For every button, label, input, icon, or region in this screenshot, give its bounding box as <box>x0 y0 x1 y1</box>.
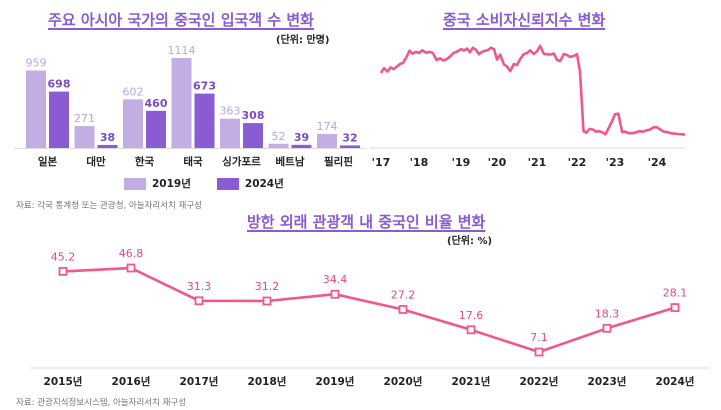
bar-2024 <box>291 144 312 148</box>
x-tick-label: 태국 <box>183 155 203 168</box>
data-point-marker <box>194 296 204 306</box>
data-value-label: 28.1 <box>663 287 688 300</box>
share-chart-unit: (단위: %) <box>447 236 493 247</box>
x-tick-label: 2017년 <box>180 375 219 388</box>
bar-value-label: 39 <box>294 131 309 144</box>
x-tick-label: 2020년 <box>384 375 423 388</box>
data-point-marker <box>126 263 136 273</box>
data-point-marker <box>602 323 612 333</box>
x-tick-label: 2021년 <box>452 375 491 388</box>
data-value-label: 17.6 <box>459 309 484 322</box>
x-tick-label: 2018년 <box>248 375 287 388</box>
x-tick-label: 필리핀 <box>324 155 353 168</box>
bar-2019 <box>220 118 240 148</box>
x-tick-label: 일본 <box>38 155 58 168</box>
bar-2024 <box>97 144 118 148</box>
x-tick-label: '22 <box>568 156 587 169</box>
data-point-marker <box>670 303 680 312</box>
legend-swatch-2024 <box>216 177 239 190</box>
share-series-line <box>62 266 676 354</box>
x-tick-label: '23 <box>606 156 625 169</box>
x-tick-label: '17 <box>372 156 391 169</box>
bar-chart-title: 주요 아시아 국가의 중국인 입국객 수 변화 <box>48 11 314 29</box>
data-value-label: 46.8 <box>119 247 144 260</box>
data-value-label: 45.2 <box>51 250 76 263</box>
bar-2019 <box>268 143 289 148</box>
x-tick-label: 2019년 <box>316 375 355 388</box>
bar-value-label: 38 <box>100 131 115 144</box>
x-tick-label: 한국 <box>135 155 155 168</box>
x-tick-label: 베트남 <box>276 155 305 168</box>
cci-chart-title: 중국 소비자신뢰지수 변화 <box>443 11 606 29</box>
legend-label-2019: 2019년 <box>152 178 191 190</box>
bar-value-label: 308 <box>242 109 265 122</box>
x-tick-label: '18 <box>410 156 429 169</box>
x-tick-label: '21 <box>528 156 547 169</box>
legend-swatch-2019 <box>124 177 146 190</box>
bar-2024 <box>243 123 263 148</box>
data-value-label: 31.3 <box>187 280 212 293</box>
x-tick-label: '20 <box>488 156 507 169</box>
bar-value-label: 363 <box>220 105 241 118</box>
data-point-marker <box>58 266 68 276</box>
bar-2024 <box>340 145 360 148</box>
bar-value-label: 174 <box>317 120 338 133</box>
legend-label-2024: 2024년 <box>244 178 284 190</box>
x-tick-label: 2015년 <box>44 375 83 388</box>
x-tick-label: 2023년 <box>588 375 627 388</box>
data-value-label: 34.4 <box>323 273 348 286</box>
data-value-label: 27.2 <box>391 288 416 301</box>
bar-value-label: 52 <box>272 130 286 143</box>
bar-chart-unit: (단위: 만명) <box>276 35 330 46</box>
data-point-marker <box>466 325 476 335</box>
bar-value-label: 959 <box>26 57 47 70</box>
x-tick-label: 싱가포르 <box>222 155 261 168</box>
x-tick-label: 2024년 <box>656 375 695 388</box>
share-chart-title: 방한 외래 관광객 내 중국인 비율 변화 <box>247 213 486 231</box>
bar-2019 <box>317 133 337 148</box>
x-tick-label: 2016년 <box>112 375 151 388</box>
x-tick-label: '19 <box>452 156 471 169</box>
x-tick-label: '24 <box>648 156 667 169</box>
bar-value-label: 32 <box>342 131 357 144</box>
bar-2024 <box>194 93 215 148</box>
bar-2019 <box>171 58 192 148</box>
data-point-marker <box>398 305 408 314</box>
bar-2024 <box>146 110 166 148</box>
cci-series-line <box>379 44 686 136</box>
data-value-label: 7.1 <box>530 331 548 344</box>
data-value-label: 31.2 <box>255 280 280 293</box>
share-chart-source: 자료: 관광지식정보시스템, 아늘자리서치 재구성 <box>16 398 187 408</box>
bar-value-label: 460 <box>145 97 168 110</box>
bar-legend: 2019년 2024년 <box>124 176 284 191</box>
bar-value-label: 602 <box>123 85 144 98</box>
bar-2024 <box>49 91 69 148</box>
bar-chart-source: 자료: 각국 통계청 또는 관광청, 아늘자리서치 재구성 <box>16 201 202 211</box>
data-value-label: 18.3 <box>595 307 620 320</box>
data-point-marker <box>534 347 544 357</box>
bar-value-label: 698 <box>48 78 71 91</box>
bar-2019 <box>74 126 95 148</box>
x-tick-label: 대만 <box>86 155 106 168</box>
bar-2019 <box>26 70 46 148</box>
bar-value-label: 673 <box>193 80 216 93</box>
bar-value-label: 271 <box>74 112 95 125</box>
bar-value-label: 1114 <box>168 44 196 57</box>
data-point-marker <box>262 296 272 306</box>
data-point-marker <box>330 289 340 299</box>
bar-2019 <box>123 99 143 148</box>
x-tick-label: 2022년 <box>520 375 559 388</box>
